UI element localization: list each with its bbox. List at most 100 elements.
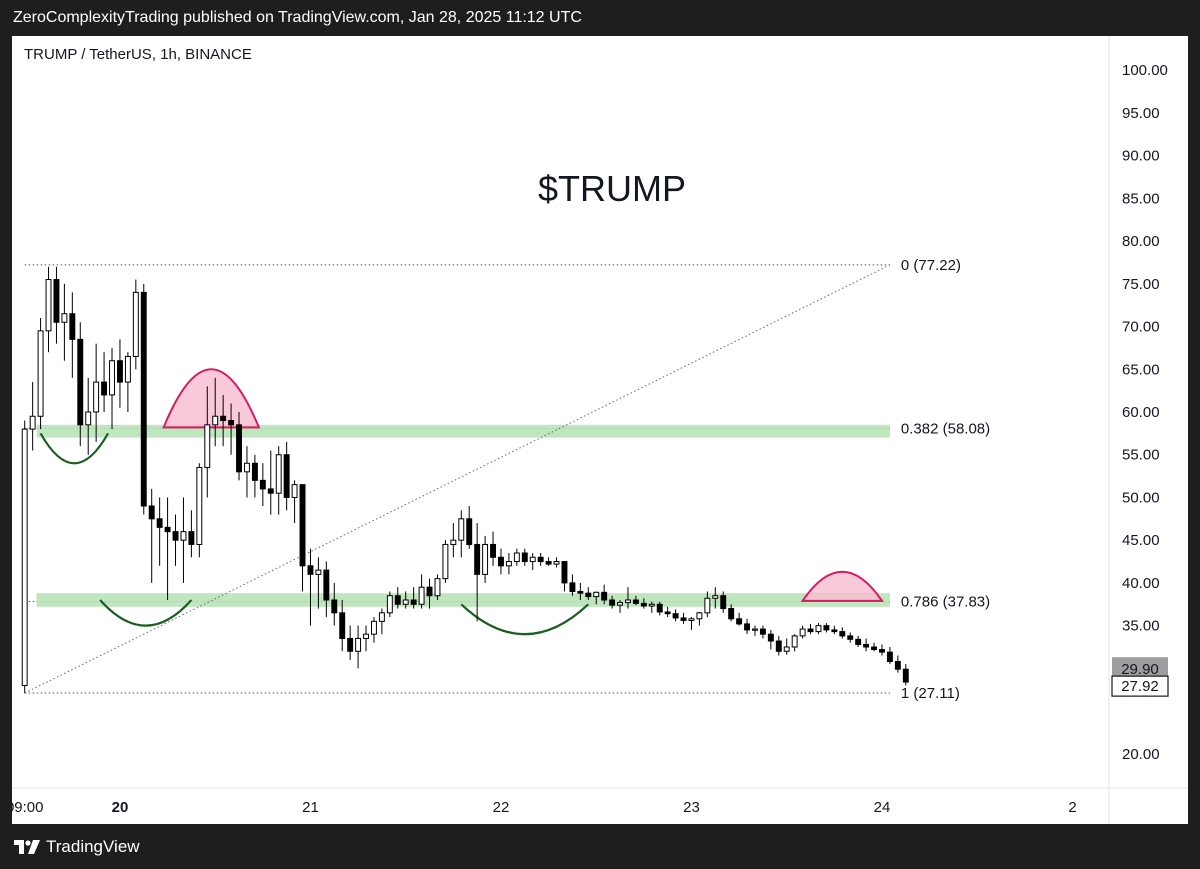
candle <box>148 488 155 583</box>
candle <box>355 625 362 669</box>
candle <box>61 283 68 361</box>
candle-body <box>283 454 290 498</box>
candle <box>513 548 520 566</box>
candle-body <box>839 631 846 637</box>
x-tick-label: 09:00 <box>12 799 43 816</box>
candle <box>593 591 600 605</box>
candle <box>680 612 687 624</box>
candle <box>863 638 870 652</box>
candle <box>545 557 552 566</box>
y-tick-label: 20.00 <box>1122 746 1160 763</box>
candle <box>339 600 346 652</box>
candle <box>490 531 496 566</box>
candle-body <box>855 638 862 645</box>
dome-pattern-arc <box>162 368 261 429</box>
candle-body <box>164 526 171 533</box>
candlestick-chart[interactable]: 0 (77.22) 0.382 (58.08) 0.786 (37.83) 1 (27… <box>12 36 1188 824</box>
candle-body <box>85 411 92 426</box>
candle <box>664 606 671 618</box>
candle-body <box>37 330 44 417</box>
candle <box>164 497 171 600</box>
candle-body <box>569 582 576 592</box>
candle <box>410 587 417 609</box>
candle <box>243 446 250 498</box>
fib-trend-line <box>24 264 891 694</box>
candle <box>799 625 806 639</box>
candle-body <box>474 543 481 575</box>
y-tick-label: 100.00 <box>1122 62 1168 79</box>
candle-body <box>275 454 282 494</box>
tradingview-logo[interactable]: TradingView <box>14 837 140 857</box>
candle <box>474 523 481 622</box>
candle-body <box>537 556 544 563</box>
candle-body <box>402 599 409 605</box>
candle <box>759 625 766 639</box>
candle-body <box>704 597 711 614</box>
candle-body <box>347 637 354 652</box>
candle-body <box>307 565 314 575</box>
x-tick-label: 2 <box>1068 799 1076 816</box>
candle <box>736 612 743 626</box>
candle <box>561 561 568 592</box>
candle-body <box>21 428 28 686</box>
fib-level-label: 0 (77.22) <box>901 257 961 274</box>
candle-body <box>243 462 250 473</box>
candle-body <box>45 279 52 332</box>
candle <box>442 540 449 583</box>
fib-level-label: 0.786 (37.83) <box>901 593 990 610</box>
candle-body <box>410 599 417 605</box>
candle <box>77 322 84 447</box>
candle <box>307 548 314 626</box>
candle-body <box>53 279 60 323</box>
y-tick-label: 65.00 <box>1122 361 1160 378</box>
tradingview-logo-icon <box>14 840 40 854</box>
chart-panel[interactable]: 0 (77.22) 0.382 (58.08) 0.786 (37.83) 1 (27… <box>12 36 1188 824</box>
candle-body <box>236 424 242 473</box>
candle-body <box>577 590 584 594</box>
candle <box>728 604 735 622</box>
candle-body <box>791 635 798 648</box>
candle-body <box>61 313 68 323</box>
candle <box>609 595 616 609</box>
candle <box>180 497 187 583</box>
candle-body <box>815 625 822 633</box>
candle <box>752 625 758 636</box>
candle <box>188 510 195 558</box>
candle <box>291 480 298 524</box>
candle-body <box>299 484 306 567</box>
x-tick-label: 20 <box>112 799 129 816</box>
candle <box>783 638 790 655</box>
candle <box>69 292 76 378</box>
candle <box>394 587 401 609</box>
candle-body <box>124 355 131 383</box>
candle <box>807 623 814 635</box>
footer-bar: TradingView <box>0 824 1200 869</box>
candle-body <box>688 618 695 622</box>
candle <box>823 623 830 633</box>
y-tick-label: 40.00 <box>1122 575 1160 592</box>
candle-body <box>490 543 496 558</box>
support-resistance-zone <box>36 593 890 607</box>
candle <box>879 644 885 656</box>
candle <box>101 352 108 412</box>
candle <box>839 627 846 639</box>
candle-body <box>228 420 235 426</box>
candle-body <box>736 618 743 625</box>
candle-body <box>561 561 568 584</box>
candle <box>371 617 377 643</box>
y-tick-label: 95.00 <box>1122 105 1160 122</box>
candle <box>617 600 623 613</box>
candle-body <box>101 381 108 396</box>
candle <box>418 574 425 609</box>
candle <box>855 635 862 647</box>
candle-body <box>672 613 679 619</box>
candle <box>228 403 235 455</box>
dome-pattern-arc <box>800 571 884 602</box>
candle <box>109 347 115 430</box>
candle <box>116 339 123 408</box>
candle <box>704 591 711 618</box>
candle <box>696 611 703 626</box>
candle <box>569 574 576 596</box>
candle-body <box>664 611 671 615</box>
candle <box>363 625 369 652</box>
